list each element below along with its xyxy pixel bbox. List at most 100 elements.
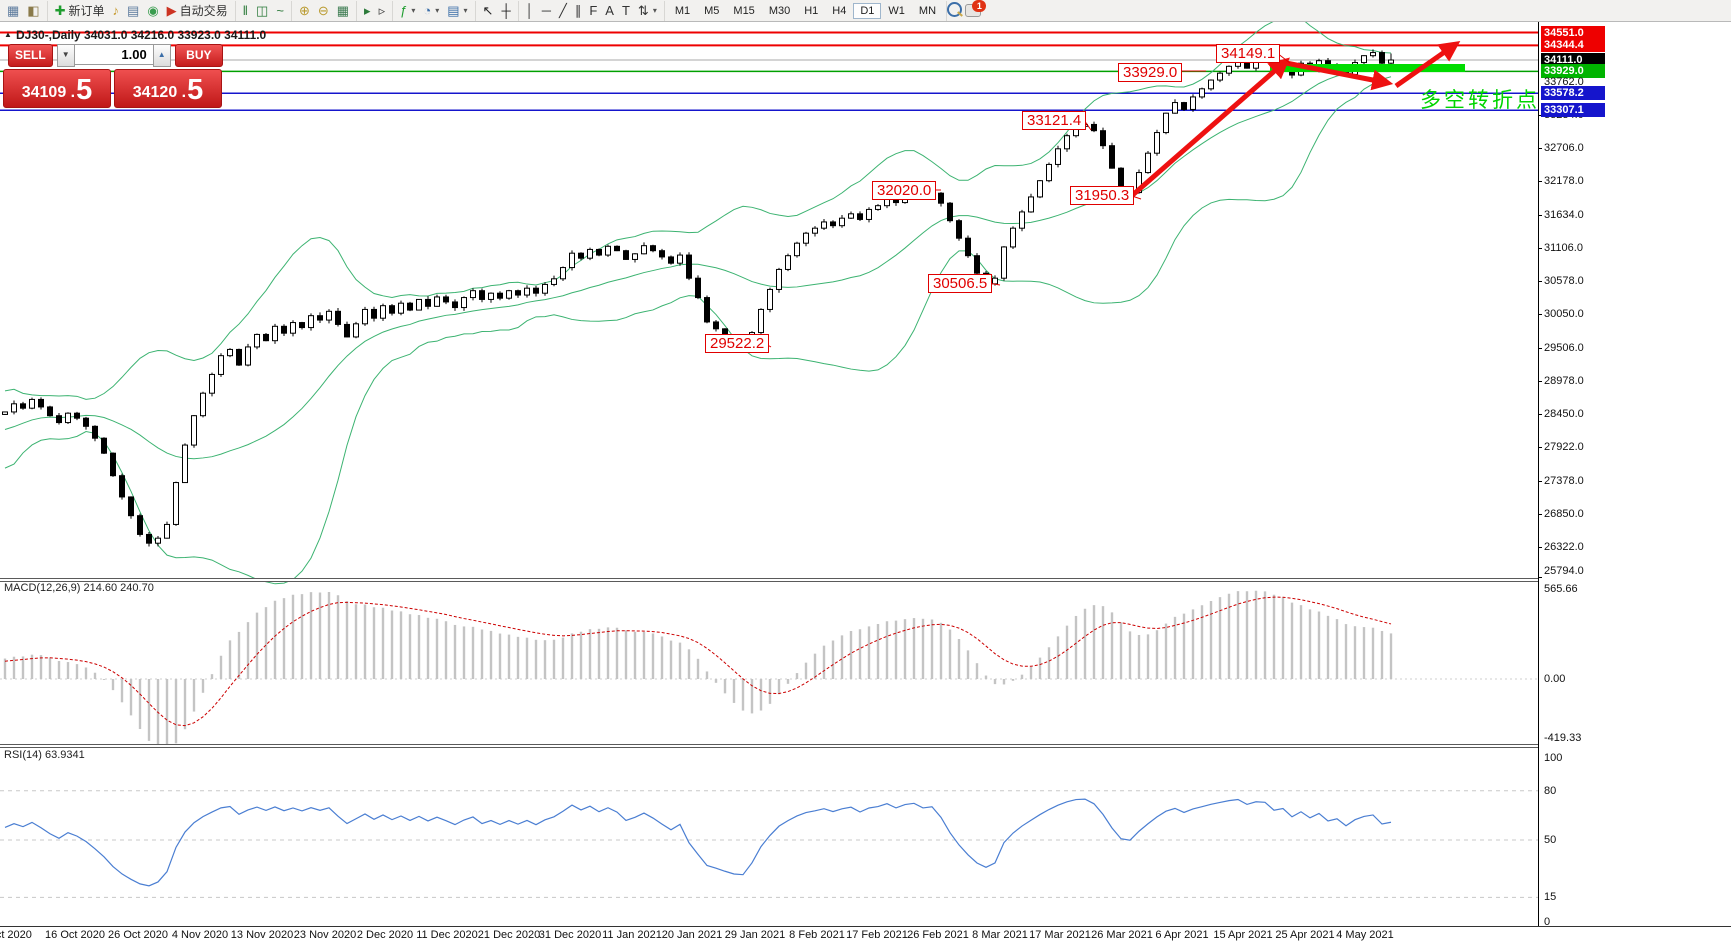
horizontal-line-button[interactable]: ─: [538, 3, 555, 18]
indicators-button[interactable]: ƒ ▾: [396, 3, 419, 18]
bull-candle: [1010, 227, 1016, 248]
periods-button[interactable]: ◔ ▾: [419, 3, 443, 18]
bear-candle: [443, 296, 449, 303]
bull-candle: [1055, 148, 1061, 165]
bear-candle: [137, 515, 143, 535]
bull-candle: [173, 482, 179, 525]
bull-candle: [164, 523, 170, 539]
bear-candle: [830, 221, 836, 227]
bear-candle: [623, 250, 629, 260]
timeframe-h1-button[interactable]: H1: [804, 4, 819, 17]
autotrade-button[interactable]: ▶ 自动交易: [163, 1, 232, 20]
macd-panel-separator[interactable]: [0, 578, 1539, 582]
price-callout[interactable]: 33929.0: [1118, 63, 1183, 82]
bull-candle: [1019, 211, 1025, 229]
auto-scroll-button[interactable]: ▸: [360, 3, 375, 18]
tile-windows-button[interactable]: ▦: [333, 3, 353, 18]
timeframe-h4-button[interactable]: H4: [832, 4, 847, 17]
timeframe-mn-button[interactable]: MN: [918, 4, 937, 17]
buy-price[interactable]: 34120 . 5: [114, 69, 222, 108]
search-icon[interactable]: [947, 1, 963, 17]
cursor-button[interactable]: ↖: [479, 3, 498, 18]
bear-candle: [704, 297, 710, 323]
timeframe-w1-button[interactable]: W1: [888, 4, 905, 17]
bull-candle: [605, 245, 611, 256]
volume-input[interactable]: 1.00: [74, 44, 153, 65]
bear-candle: [344, 323, 350, 338]
timeframe-m5-button[interactable]: M5: [704, 4, 720, 17]
rsi-panel-separator[interactable]: [0, 744, 1539, 748]
history-center-button[interactable]: ▤: [123, 3, 143, 18]
bull-candle: [551, 278, 557, 285]
chart-note-text[interactable]: 多空转折点: [1420, 89, 1540, 112]
notifications-icon[interactable]: 1: [965, 0, 987, 17]
text-button[interactable]: A: [601, 3, 618, 18]
price-callout[interactable]: 33121.4: [1022, 111, 1087, 130]
zoom-out-button[interactable]: ⊖: [314, 3, 333, 18]
bear-candle: [110, 452, 116, 477]
price-callout[interactable]: 34149.1: [1216, 44, 1281, 63]
fibonacci-button[interactable]: F: [585, 3, 601, 18]
timeframe-d1-button[interactable]: D1: [853, 2, 882, 19]
signals-icon: ◉: [147, 3, 159, 18]
volume-down-button[interactable]: ▼: [56, 44, 75, 67]
axis-tick-mark: [1538, 280, 1542, 282]
bear-candle: [1100, 130, 1106, 147]
new-order-button[interactable]: ✚ 新订单: [51, 1, 109, 20]
new-chart-button[interactable]: ▦: [3, 3, 23, 18]
price-callout[interactable]: 29522.2: [705, 334, 770, 353]
date-axis-label: 7 Oct 2020: [0, 929, 32, 941]
volume-up-button[interactable]: ▲: [152, 44, 171, 67]
bar-chart-icon: ‖: [242, 3, 249, 18]
equidistant-channel-button[interactable]: ∥: [571, 3, 586, 18]
crosshair-button[interactable]: ┼: [497, 3, 514, 18]
toolbar-group: ↖ ┼: [476, 0, 519, 21]
bull-candle: [1361, 55, 1367, 64]
sell-button[interactable]: SELL: [8, 44, 53, 67]
chart-shift-button[interactable]: ▹: [375, 3, 390, 18]
buy-button[interactable]: BUY: [174, 44, 223, 67]
axis-tick-mark: [1538, 546, 1542, 548]
dropdown-arrow-icon: ▾: [435, 6, 440, 15]
date-axis-label: 25 Apr 2021: [1275, 929, 1335, 941]
bull-candle: [272, 325, 278, 342]
date-axis-label: 2 Dec 2020: [356, 929, 414, 941]
indicators-icon: ƒ: [400, 3, 408, 18]
candlestick-chart-button[interactable]: ◫: [252, 3, 272, 18]
timeframe-m15-button[interactable]: M15: [733, 4, 755, 17]
arrows-button[interactable]: ⇅ ▾: [634, 3, 661, 18]
bull-candle: [677, 254, 683, 264]
price-callout[interactable]: 30506.5: [928, 274, 993, 293]
collapse-arrow-icon[interactable]: ▲: [4, 30, 12, 39]
text-label-button[interactable]: T: [618, 3, 634, 18]
chart-profiles-button[interactable]: ◧: [23, 3, 43, 18]
bull-candle: [209, 373, 215, 394]
axis-tick-mark: [1538, 380, 1542, 382]
price-callout[interactable]: 31950.3: [1070, 186, 1135, 205]
bear-candle: [974, 255, 980, 274]
price-axis-tick: 31106.0: [1544, 241, 1583, 254]
timeframe-m30-button[interactable]: M30: [768, 4, 791, 17]
date-axis-label: 29 Jan 2021: [724, 929, 786, 941]
toolbar-group: ✚ 新订单 ♪ ▤ ◉ ▶ 自动交易: [48, 0, 236, 21]
main-chart[interactable]: ▲ DJ30-,Daily 34031.0 34216.0 33923.0 34…: [0, 22, 1731, 944]
sell-price[interactable]: 34109 . 5: [3, 69, 111, 108]
timeframe-m1-button[interactable]: M1: [674, 4, 691, 17]
zoom-in-button[interactable]: ⊕: [295, 3, 314, 18]
price-callout[interactable]: 32020.0: [872, 181, 937, 200]
vertical-line-button[interactable]: │: [522, 3, 538, 18]
sound-button[interactable]: ♪: [109, 3, 124, 18]
bull-candle: [812, 227, 818, 234]
trend-arrow-2: [1285, 60, 1394, 91]
date-axis-label: 15 Apr 2021: [1213, 929, 1273, 941]
bull-candle: [326, 310, 332, 321]
bear-candle: [20, 403, 26, 409]
trendline-button[interactable]: ╱: [555, 3, 571, 18]
line-chart-button[interactable]: ~: [272, 3, 288, 18]
price-axis-tick: 26322.0: [1544, 540, 1584, 553]
macd-axis-tick: -419.33: [1544, 732, 1582, 744]
signals-button[interactable]: ◉: [143, 3, 162, 18]
bar-chart-button[interactable]: ‖: [239, 3, 252, 18]
rsi-axis-tick: 15: [1544, 891, 1557, 904]
templates-button[interactable]: ▤ ▾: [443, 3, 471, 18]
